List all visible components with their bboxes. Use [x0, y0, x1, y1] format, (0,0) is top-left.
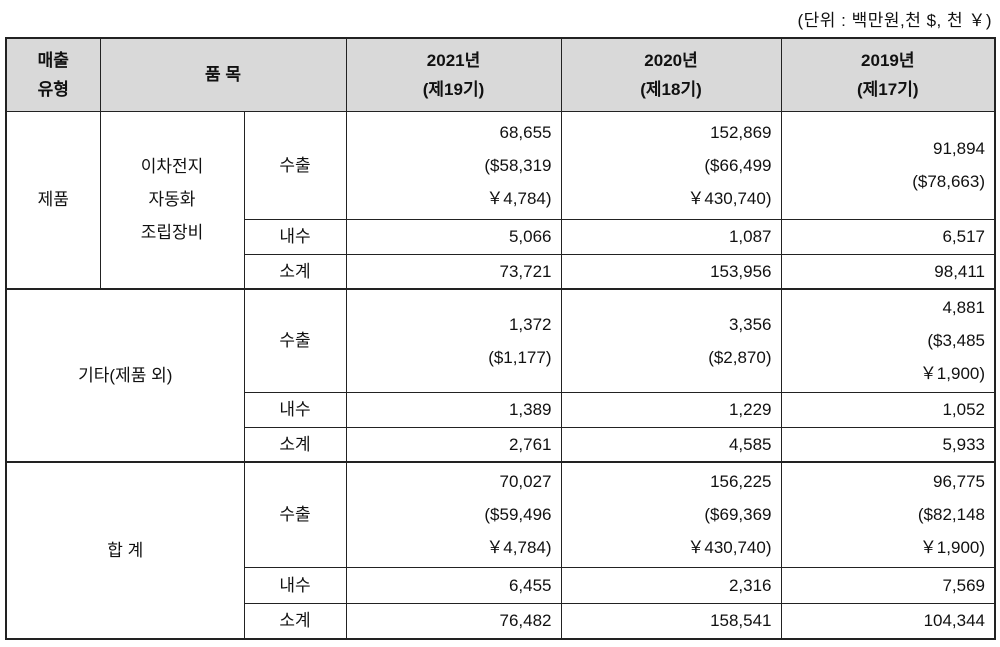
value-2019: 96,775 ($82,148 ￥1,900): [780, 461, 996, 568]
row-label-domestic: 내수: [243, 218, 347, 255]
value-2019: 6,517: [780, 218, 996, 255]
sales-type-total: 합 계: [5, 461, 245, 640]
value-2019: 4,881 ($3,485 ￥1,900): [780, 288, 996, 393]
value-2021: 6,455: [345, 566, 562, 604]
value-2019: 91,894 ($78,663): [780, 110, 996, 220]
value-2020: 1,087: [560, 218, 782, 255]
value-2021: 1,389: [345, 391, 562, 428]
row-label-export: 수출: [243, 288, 347, 393]
value-2019: 104,344: [780, 602, 996, 640]
value-2020: 158,541: [560, 602, 782, 640]
row-label-domestic: 내수: [243, 391, 347, 428]
item-name: 이차전지 자동화 조립장비: [99, 110, 245, 290]
header-sales-type: 매출 유형: [5, 37, 101, 112]
header-row: 매출 유형 품 목 2021년 (제19기) 2020년 (제18기) 2019…: [5, 37, 996, 112]
header-year-2019: 2019년 (제17기): [780, 37, 996, 112]
row-label-subtotal: 소계: [243, 426, 347, 463]
value-2019: 7,569: [780, 566, 996, 604]
header-year-2021: 2021년 (제19기): [345, 37, 562, 112]
value-2019: 98,411: [780, 253, 996, 290]
table-row: 제품 이차전지 자동화 조립장비 수출 68,655 ($58,319 ￥4,7…: [5, 110, 996, 290]
unit-note: (단위 : 백만원,천 $, 천 ￥): [797, 11, 992, 30]
table-row: 내수 5,066 1,087 6,517: [6, 218, 996, 255]
table-row: 기타(제품 외) 수출 1,372 ($1,177) 3,356 ($2,870…: [5, 288, 996, 463]
table-row: 소계 76,482 158,541 104,344: [6, 602, 996, 640]
value-2021: 1,372 ($1,177): [345, 288, 562, 393]
sales-by-type-table: 매출 유형 품 목 2021년 (제19기) 2020년 (제18기) 2019…: [5, 37, 997, 640]
value-2021: 70,027 ($59,496 ￥4,784): [345, 461, 562, 568]
value-2020: 2,316: [560, 566, 782, 604]
value-2020: 4,585: [560, 426, 782, 463]
table-row: 합 계 수출 70,027 ($59,496 ￥4,784) 156,225 (…: [5, 461, 996, 640]
value-2021: 76,482: [345, 602, 562, 640]
table-row: 소계 73,721 153,956 98,411: [6, 253, 996, 290]
value-2020: 3,356 ($2,870): [560, 288, 782, 393]
value-2021: 73,721: [345, 253, 562, 290]
value-2019: 1,052: [780, 391, 996, 428]
value-2021: 5,066: [345, 218, 562, 255]
table-row: 내수 1,389 1,229 1,052: [6, 391, 996, 428]
value-2020: 1,229: [560, 391, 782, 428]
value-2021: 2,761: [345, 426, 562, 463]
row-label-export: 수출: [243, 461, 347, 568]
value-2020: 152,869 ($66,499 ￥430,740): [560, 110, 782, 220]
sales-type-product: 제품: [5, 110, 101, 290]
value-2019: 5,933: [780, 426, 996, 463]
row-label-domestic: 내수: [243, 566, 347, 604]
value-2020: 153,956: [560, 253, 782, 290]
value-2020: 156,225 ($69,369 ￥430,740): [560, 461, 782, 568]
table-row: 내수 6,455 2,316 7,569: [6, 566, 996, 604]
row-label-export: 수출: [243, 110, 347, 220]
row-label-subtotal: 소계: [243, 602, 347, 640]
row-label-subtotal: 소계: [243, 253, 347, 290]
value-2021: 68,655 ($58,319 ￥4,784): [345, 110, 562, 220]
header-year-2020: 2020년 (제18기): [560, 37, 782, 112]
header-item: 품 목: [99, 37, 347, 112]
sales-type-other: 기타(제품 외): [5, 288, 245, 463]
table-row: 소계 2,761 4,585 5,933: [6, 426, 996, 463]
